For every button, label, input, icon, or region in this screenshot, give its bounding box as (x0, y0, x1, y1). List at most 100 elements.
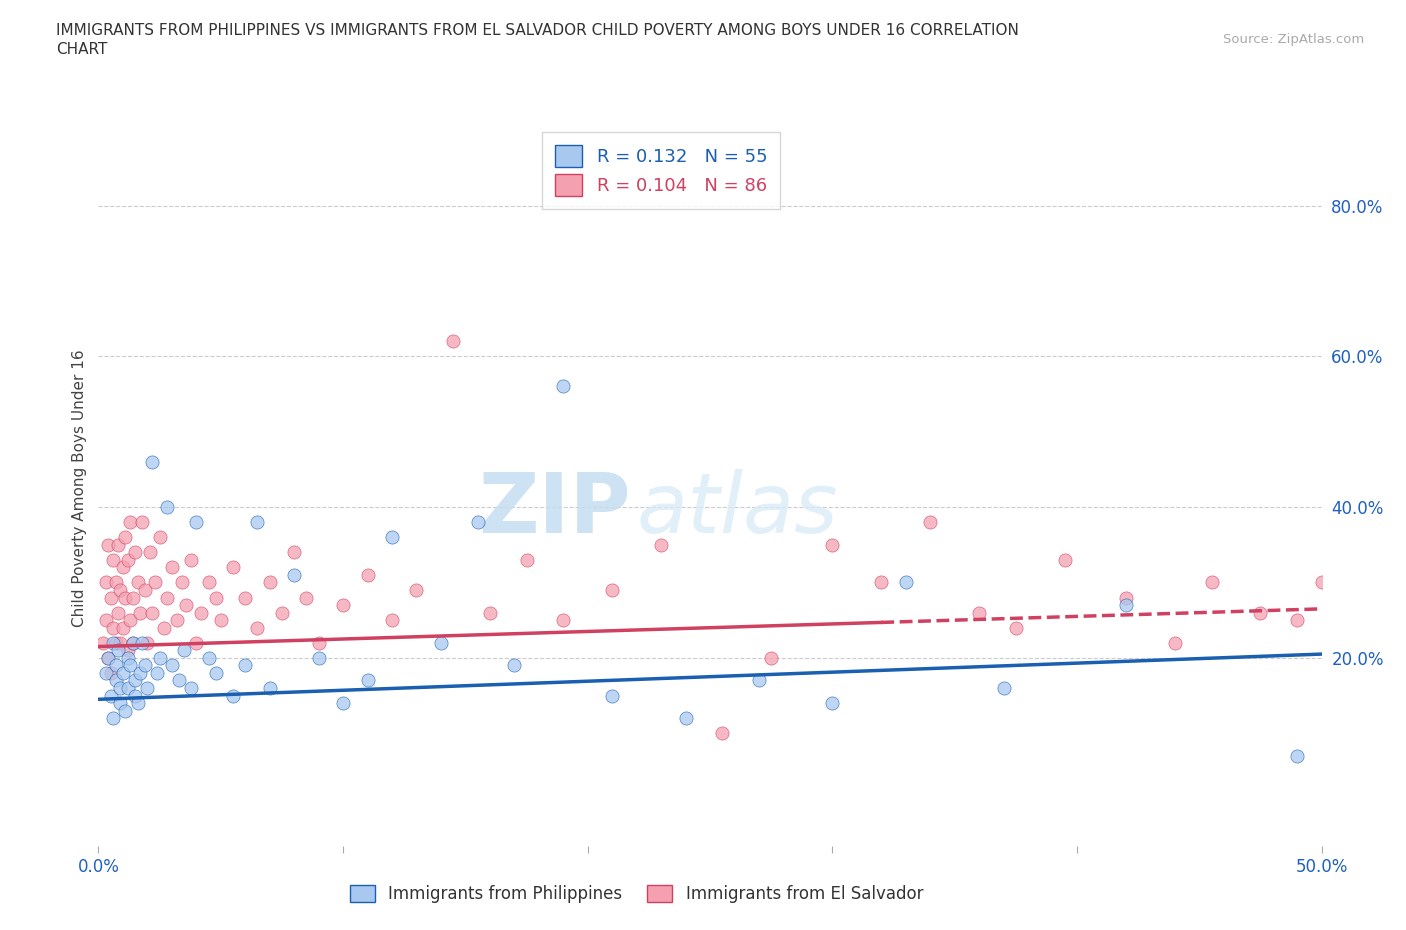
Point (1115, 591, 1137, 605)
Point (117, 681, 139, 696)
Point (160, 658, 183, 672)
Point (553, 379, 575, 394)
Point (1249, 605, 1271, 620)
Text: CHART: CHART (56, 42, 108, 57)
Point (149, 650, 172, 665)
Point (136, 681, 159, 696)
Point (117, 643, 139, 658)
Point (146, 666, 169, 681)
Point (134, 582, 156, 597)
Point (295, 591, 318, 605)
Point (259, 575, 281, 590)
Point (156, 591, 179, 605)
Point (139, 545, 162, 560)
Point (515, 552, 537, 567)
Point (222, 560, 245, 575)
Point (107, 643, 129, 658)
Point (110, 582, 132, 597)
Point (1164, 635, 1187, 650)
Point (821, 538, 844, 552)
Point (246, 620, 269, 635)
Point (114, 530, 136, 545)
Point (180, 552, 202, 567)
Point (176, 598, 198, 613)
Point (141, 605, 163, 620)
Point (94, 666, 117, 681)
Point (821, 696, 844, 711)
Point (97, 650, 120, 665)
Point (381, 613, 404, 628)
Point (356, 673, 378, 688)
Point (104, 658, 127, 672)
Point (136, 635, 159, 650)
Point (114, 703, 136, 718)
Point (553, 613, 575, 628)
Point (283, 567, 305, 582)
Point (110, 681, 132, 696)
Point (711, 725, 734, 740)
Point (120, 658, 142, 672)
Point (197, 650, 219, 665)
Point (870, 575, 893, 590)
Point (111, 560, 134, 575)
Point (173, 643, 195, 658)
Point (94, 575, 117, 590)
Point (129, 605, 152, 620)
Legend: Immigrants from Philippines, Immigrants from El Salvador: Immigrants from Philippines, Immigrants … (343, 878, 929, 910)
Point (104, 635, 127, 650)
Text: atlas: atlas (637, 470, 838, 551)
Point (748, 673, 770, 688)
Point (100, 591, 122, 605)
Point (121, 635, 143, 650)
Point (143, 575, 166, 590)
Point (761, 650, 783, 665)
Point (430, 635, 453, 650)
Point (120, 514, 142, 529)
Point (233, 658, 256, 672)
Point (1286, 749, 1309, 764)
Point (190, 605, 212, 620)
Point (100, 666, 122, 681)
Point (121, 635, 143, 650)
Point (205, 591, 228, 605)
Point (1004, 620, 1026, 635)
Point (124, 545, 146, 560)
Point (117, 552, 139, 567)
Point (166, 613, 188, 628)
Text: ZIP: ZIP (478, 470, 630, 551)
Point (1286, 613, 1309, 628)
Point (111, 620, 134, 635)
Point (91, 635, 114, 650)
Point (467, 514, 489, 529)
Point (1201, 575, 1223, 590)
Point (209, 613, 232, 628)
Point (186, 514, 208, 529)
Point (259, 681, 281, 696)
Point (97, 538, 120, 552)
Point (120, 613, 142, 628)
Point (503, 658, 526, 672)
Point (332, 696, 354, 711)
Point (920, 514, 942, 529)
Point (381, 530, 404, 545)
Point (111, 666, 134, 681)
Point (156, 499, 179, 514)
Point (101, 620, 124, 635)
Point (101, 711, 124, 725)
Point (332, 598, 354, 613)
Point (308, 650, 330, 665)
Point (600, 688, 623, 703)
Point (308, 635, 330, 650)
Point (101, 552, 124, 567)
Point (121, 591, 143, 605)
Point (283, 545, 305, 560)
Point (94, 613, 117, 628)
Point (141, 455, 163, 470)
Point (104, 673, 127, 688)
Point (197, 575, 219, 590)
Point (104, 575, 127, 590)
Point (170, 575, 193, 590)
Point (101, 635, 124, 650)
Point (97, 650, 120, 665)
Point (270, 605, 294, 620)
